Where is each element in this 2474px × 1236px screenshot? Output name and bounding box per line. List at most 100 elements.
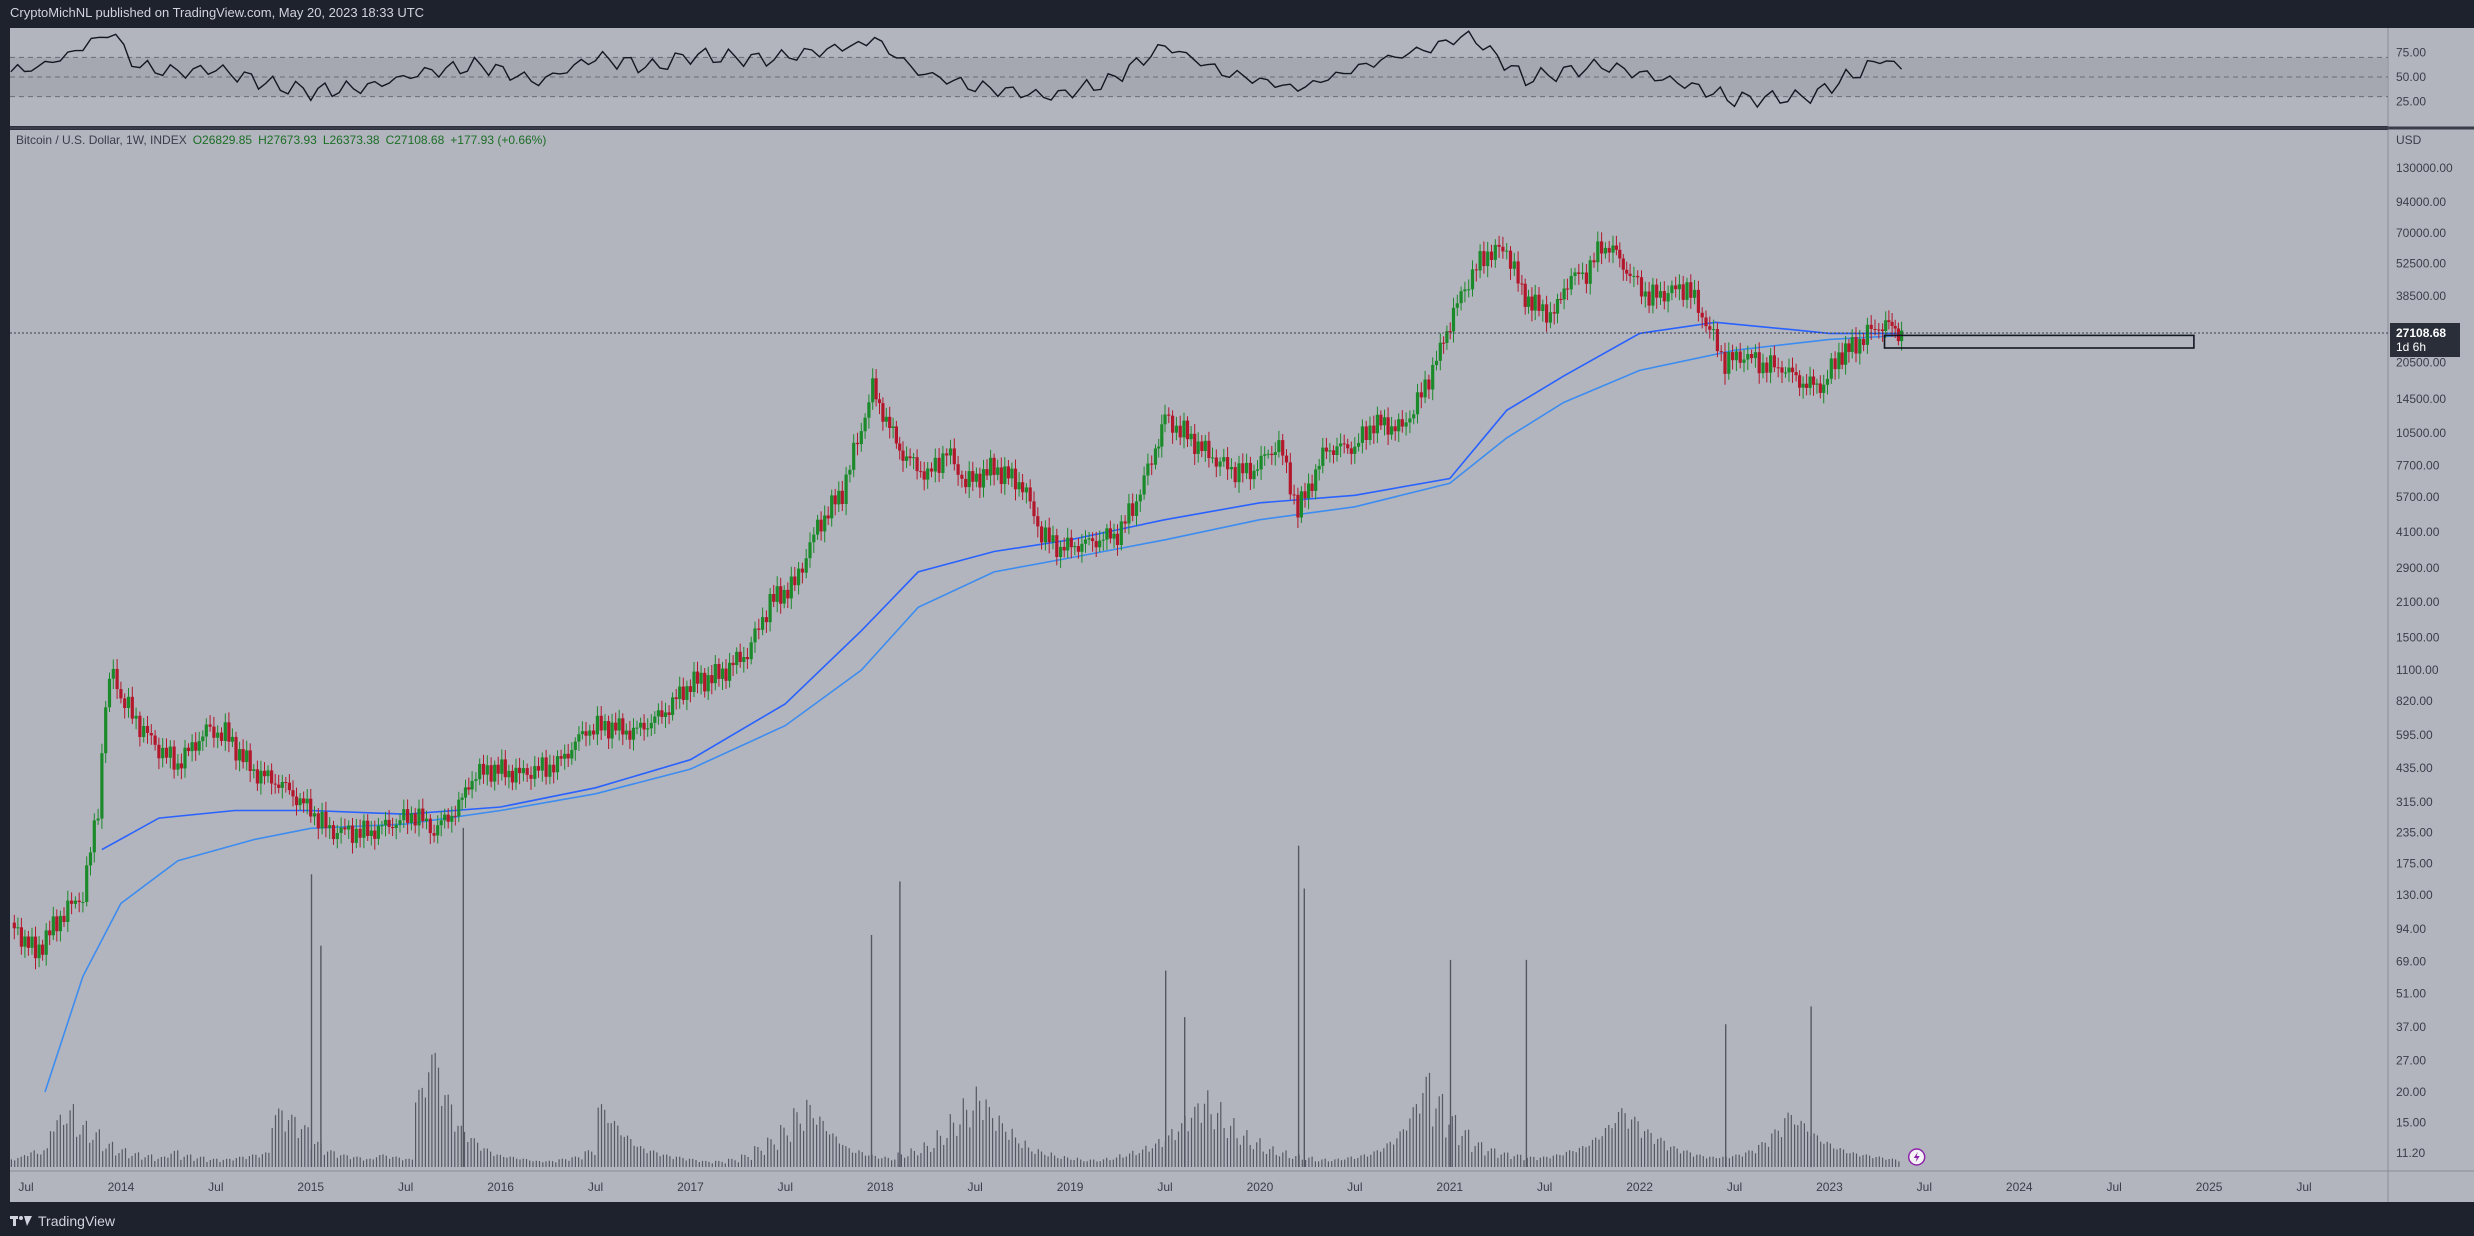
volume-bar bbox=[160, 1157, 162, 1167]
candle-body bbox=[1160, 424, 1164, 447]
volume-bar bbox=[587, 1150, 589, 1167]
candle-body bbox=[1317, 465, 1321, 470]
candle-body bbox=[126, 696, 131, 708]
candle-body bbox=[667, 712, 671, 715]
volume-bar bbox=[1297, 845, 1300, 1167]
volume-bar bbox=[307, 1127, 309, 1167]
volume-bar bbox=[838, 1143, 840, 1167]
volume-bar bbox=[899, 881, 901, 1167]
candle-body bbox=[457, 799, 461, 817]
candle-body bbox=[1281, 440, 1285, 456]
volume-bar bbox=[454, 1131, 456, 1167]
volume-bar bbox=[793, 1108, 795, 1167]
candle-body bbox=[592, 730, 596, 735]
candle-body bbox=[1478, 251, 1482, 271]
time-axis-tick-label: 2016 bbox=[487, 1180, 514, 1194]
volume-bar bbox=[1435, 1108, 1437, 1167]
candle-body bbox=[481, 763, 486, 775]
volume-bar bbox=[1578, 1147, 1580, 1167]
candle-body bbox=[1372, 425, 1376, 434]
volume-bar bbox=[1454, 1115, 1457, 1167]
candle-body bbox=[1455, 303, 1459, 308]
candle-body bbox=[41, 944, 45, 955]
volume-bar bbox=[1063, 1156, 1065, 1167]
volume-bar bbox=[1719, 1158, 1721, 1167]
candle-body bbox=[724, 668, 728, 681]
volume-bar bbox=[1148, 1151, 1150, 1167]
candle-body bbox=[324, 811, 328, 829]
volume-bar bbox=[281, 1110, 283, 1167]
candle-body bbox=[933, 457, 937, 472]
candle-body bbox=[1666, 293, 1670, 302]
volume-bar bbox=[437, 1067, 440, 1167]
volume-bar bbox=[656, 1152, 658, 1167]
price-chart[interactable]: 75.00 50.00 25.00 Bitcoin / U.S. Dollar, 1W… bbox=[0, 26, 2474, 1205]
candle-body bbox=[563, 753, 567, 759]
volume-bar bbox=[1624, 1113, 1626, 1167]
volume-bar bbox=[375, 1157, 378, 1167]
candle-body bbox=[1681, 284, 1685, 300]
volume-bar bbox=[1256, 1142, 1258, 1167]
volume-bar bbox=[607, 1122, 609, 1167]
volume-bar bbox=[1249, 1145, 1251, 1167]
tradingview-brand[interactable]: TradingView bbox=[10, 1213, 115, 1229]
volume-bar bbox=[1477, 1142, 1479, 1167]
candle-body bbox=[1829, 358, 1833, 379]
volume-bar bbox=[1898, 1161, 1900, 1167]
volume-bar bbox=[1604, 1128, 1607, 1167]
volume-bar bbox=[724, 1163, 726, 1167]
volume-bar bbox=[490, 1151, 492, 1167]
volume-bar bbox=[1569, 1150, 1571, 1167]
candle-body bbox=[1127, 503, 1131, 524]
volume-bar bbox=[692, 1158, 694, 1167]
volume-bar bbox=[1034, 1154, 1036, 1167]
volume-bar bbox=[1311, 1156, 1313, 1167]
candle-body bbox=[406, 809, 410, 823]
volume-bar bbox=[1520, 1154, 1522, 1167]
candle-body bbox=[450, 815, 454, 822]
candle-body bbox=[366, 820, 370, 836]
candle-body bbox=[1346, 444, 1350, 449]
volume-bar bbox=[206, 1162, 208, 1167]
candle-body bbox=[639, 722, 643, 728]
candle-body bbox=[1150, 463, 1154, 465]
volume-bar bbox=[610, 1123, 612, 1167]
volume-bar bbox=[904, 1157, 906, 1167]
candle-body bbox=[761, 617, 765, 630]
price-axis-tick-label: 595.00 bbox=[2396, 728, 2433, 742]
volume-bar bbox=[268, 1152, 270, 1167]
candle-body bbox=[1431, 365, 1435, 390]
volume-bar bbox=[1761, 1142, 1763, 1167]
candle-body bbox=[1087, 538, 1091, 540]
moving-average-slow-line bbox=[44, 334, 1902, 1093]
volume-bar bbox=[662, 1154, 664, 1167]
volume-bar bbox=[1353, 1159, 1356, 1167]
candle-body bbox=[1112, 533, 1116, 539]
candle-body bbox=[320, 811, 324, 829]
candle-body bbox=[703, 672, 707, 692]
volume-bar bbox=[222, 1159, 224, 1167]
volume-bar bbox=[643, 1148, 645, 1167]
volume-bar bbox=[1011, 1128, 1013, 1167]
volume-bar bbox=[1715, 1158, 1717, 1167]
volume-bar bbox=[183, 1156, 185, 1167]
volume-bar bbox=[1732, 1156, 1734, 1167]
candle-body bbox=[1134, 501, 1139, 516]
volume-bar bbox=[1031, 1151, 1033, 1167]
candle-body bbox=[1808, 376, 1812, 388]
candle-body bbox=[1248, 462, 1252, 480]
candle-body bbox=[277, 784, 281, 788]
candle-body bbox=[570, 750, 574, 759]
candle-body bbox=[1115, 533, 1120, 545]
volume-bar bbox=[219, 1161, 221, 1167]
candle-body bbox=[1757, 352, 1761, 374]
volume-bar bbox=[278, 1108, 280, 1167]
volume-bar bbox=[248, 1156, 250, 1167]
candle-body bbox=[294, 796, 299, 806]
volume-bar bbox=[108, 1143, 110, 1167]
candle-body bbox=[1196, 441, 1200, 454]
volume-bar bbox=[1494, 1148, 1496, 1167]
candle-body bbox=[1658, 291, 1663, 298]
publish-note: CryptoMichNL published on TradingView.co… bbox=[10, 5, 425, 20]
volume-bar bbox=[522, 1158, 524, 1167]
